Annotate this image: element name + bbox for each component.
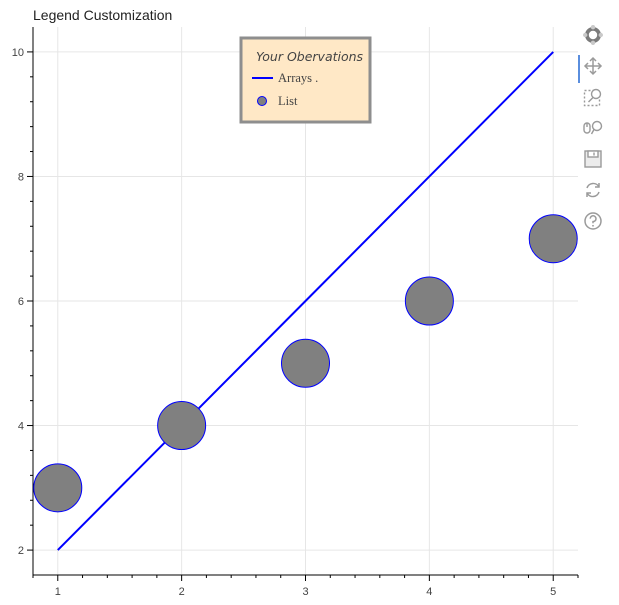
chart-title: Legend Customization: [33, 7, 172, 23]
x-tick-label: 5: [550, 586, 556, 598]
line-series-arrays: [57, 51, 554, 551]
reset-icon: [586, 182, 600, 198]
help-icon: [584, 212, 602, 230]
save-icon: [584, 150, 602, 168]
x-tick-label: 3: [302, 586, 308, 598]
scatter-point-list: [528, 214, 578, 264]
y-tick-label: 8: [18, 171, 24, 183]
axes: 1 2 3 4 5 2 4 6 8 10: [12, 27, 579, 598]
wheel-zoom-icon: [583, 120, 603, 135]
legend-label-arrays: Arrays .: [278, 71, 318, 85]
y-tick-label: 4: [18, 421, 24, 433]
help-tool-button[interactable]: [582, 210, 604, 232]
reset-tool-button[interactable]: [582, 179, 604, 201]
x-tick-label: 2: [179, 586, 185, 598]
legend-box: [239, 36, 372, 124]
x-tick-label: 4: [426, 586, 432, 598]
save-tool-button[interactable]: [582, 148, 604, 170]
x-tick-label: 1: [55, 586, 61, 598]
wheel-zoom-tool-button[interactable]: [582, 117, 604, 139]
y-tick-label: 10: [12, 47, 24, 59]
legend-label-list: List: [278, 94, 298, 108]
legend-title: Your Obervations: [256, 49, 364, 64]
plot-area: [33, 51, 578, 551]
pan-icon: [583, 56, 603, 76]
scatter-point-list: [157, 401, 207, 451]
bokeh-logo-button[interactable]: [582, 24, 604, 46]
scatter-point-list: [33, 463, 83, 513]
box-zoom-tool-button[interactable]: [582, 86, 604, 108]
legend[interactable]: Your Obervations Arrays . List: [239, 36, 372, 124]
active-tool-indicator: [578, 55, 580, 83]
scatter-point-list: [404, 276, 454, 326]
scatter-point-list: [281, 338, 330, 388]
pan-tool-button[interactable]: [582, 55, 604, 77]
y-tick-label: 2: [18, 545, 24, 557]
y-tick-label: 6: [18, 296, 24, 308]
box-zoom-icon: [583, 88, 602, 107]
bokeh-logo-icon: [583, 25, 603, 45]
legend-circle-glyph: [257, 96, 267, 106]
